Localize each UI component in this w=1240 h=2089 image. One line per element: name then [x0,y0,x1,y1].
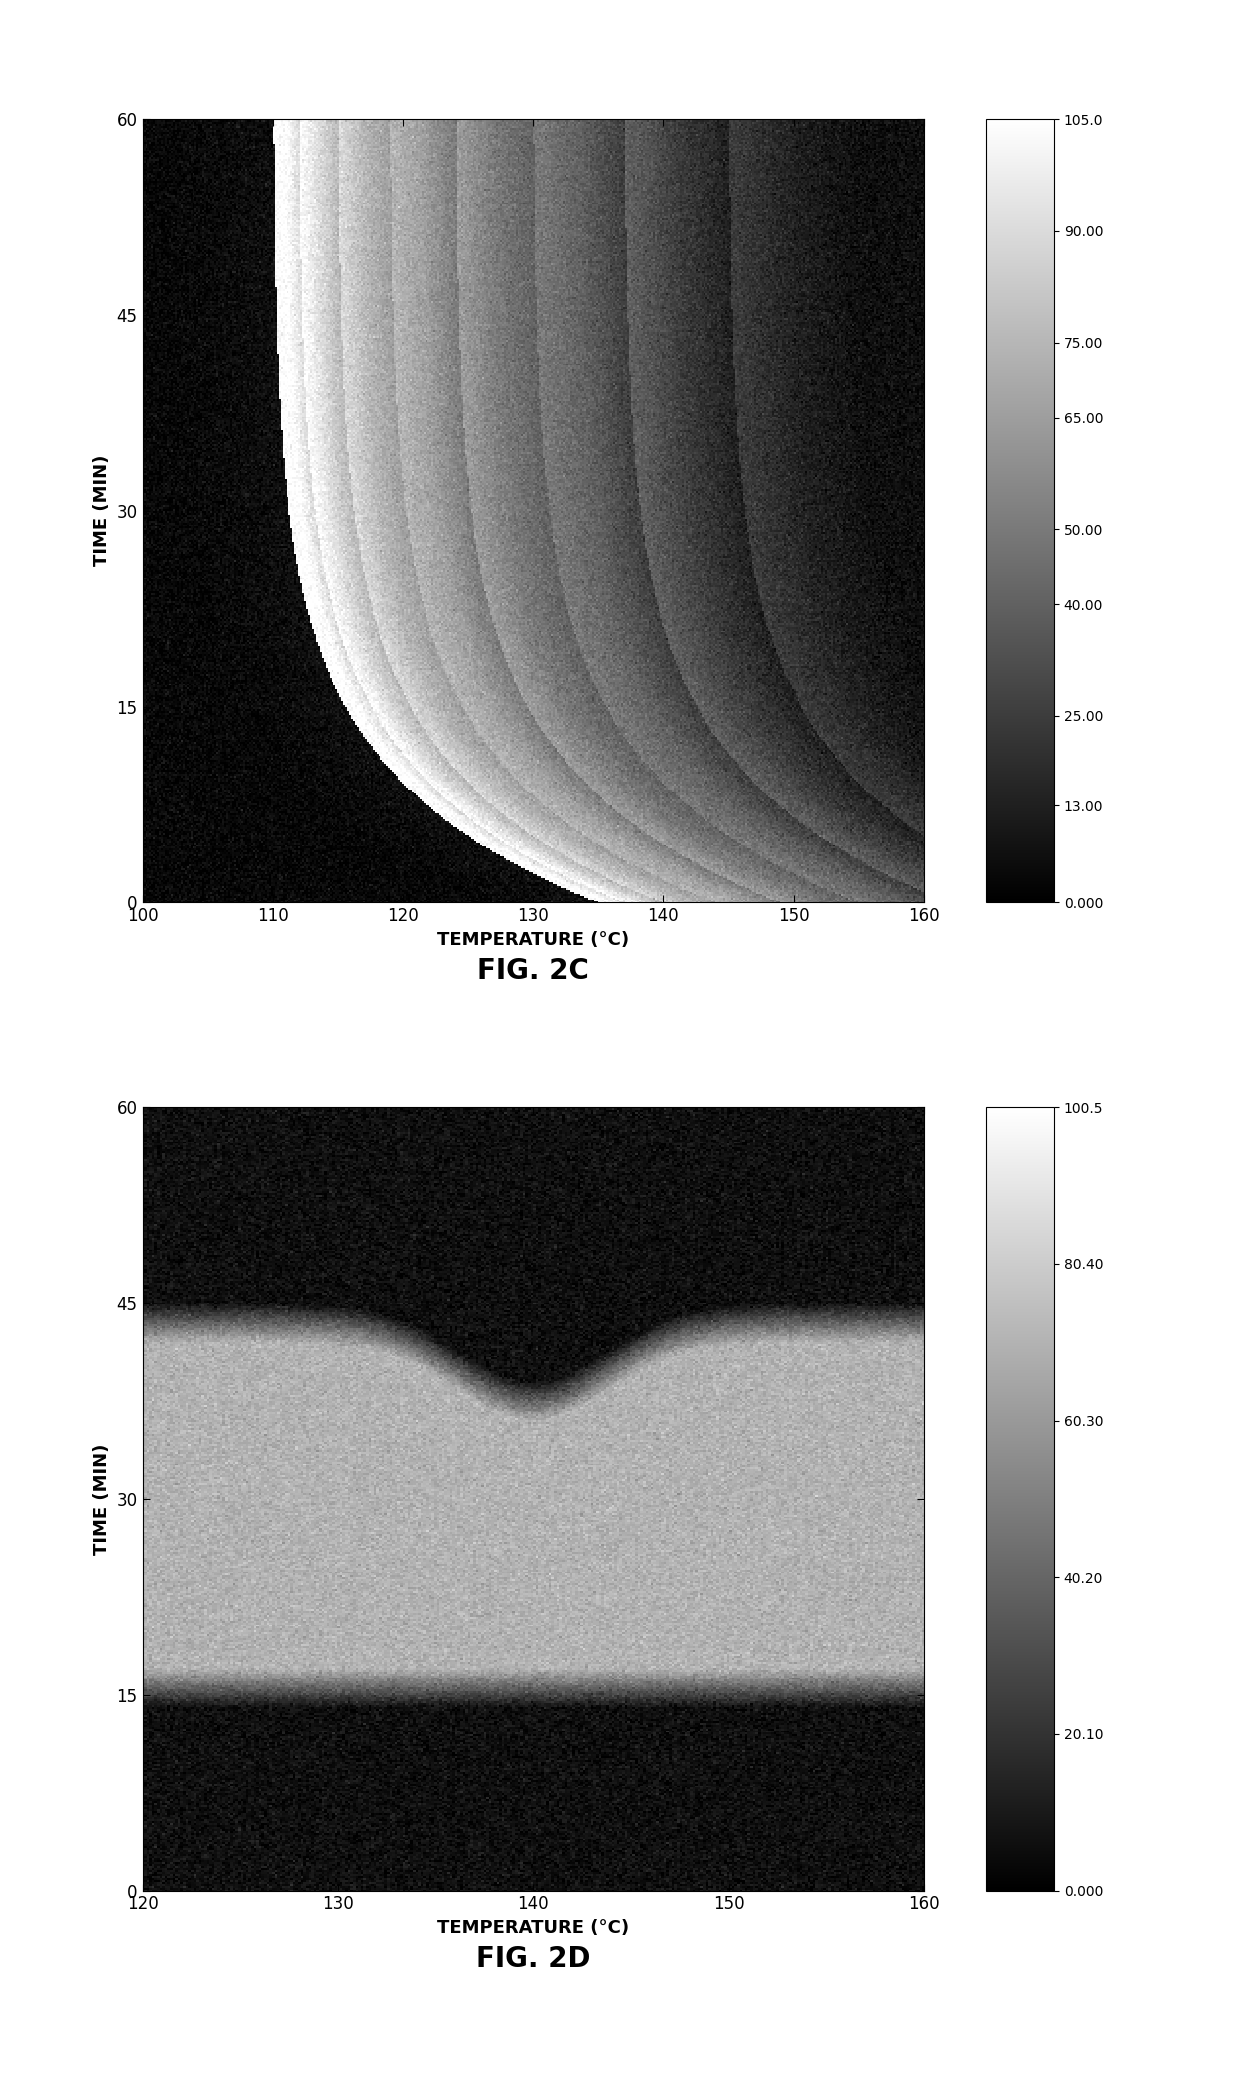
Text: FIG. 2D: FIG. 2D [476,1945,590,1974]
Y-axis label: TIME (MIN): TIME (MIN) [93,1443,112,1554]
Y-axis label: TIME (MIN): TIME (MIN) [93,455,112,566]
X-axis label: TEMPERATURE (°C): TEMPERATURE (°C) [438,1920,629,1937]
Text: FIG. 2C: FIG. 2C [477,957,589,986]
X-axis label: TEMPERATURE (°C): TEMPERATURE (°C) [438,932,629,948]
